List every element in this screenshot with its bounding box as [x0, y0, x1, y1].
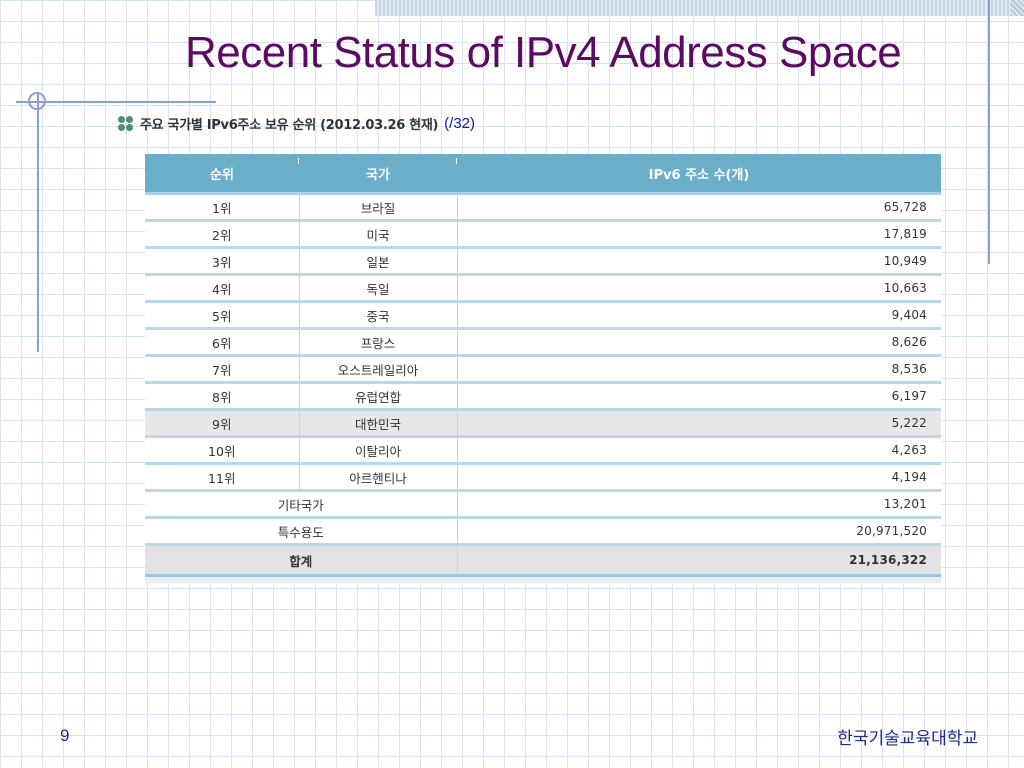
- slide-number: 9: [60, 726, 70, 745]
- decorative-vertical-line: [37, 92, 39, 352]
- cell-rank: 9위: [145, 409, 300, 438]
- cell-rank: 3위: [145, 247, 300, 276]
- cell-count: 65,728: [457, 193, 941, 222]
- corner-pattern: [1010, 0, 1024, 16]
- footer-institution: 한국기술교육대학교: [837, 729, 978, 749]
- cell-count: 13,201: [457, 490, 941, 519]
- table-row-other: 기타국가 13,201: [145, 490, 941, 519]
- header-rank: 순위: [145, 154, 299, 195]
- cell-country: 미국: [299, 220, 458, 249]
- caption-text: 주요 국가별 IPv6주소 보유 순위 (2012.03.26 현재): [140, 118, 439, 133]
- cell-country: 대한민국: [299, 409, 458, 438]
- header-count: IPv6 주소 수(개): [457, 154, 941, 195]
- cell-rank: 4위: [145, 274, 300, 303]
- cell-count: 8,626: [457, 328, 941, 357]
- table-row: 7위 오스트레일리아 8,536: [145, 355, 941, 384]
- ipv6-ranking-table: 순위 국가 IPv6 주소 수(개) 1위 브라질 65,728 2위 미국 17,819…: [145, 154, 941, 577]
- table-row: 6위 프랑스 8,626: [145, 328, 941, 357]
- table-row: 3위 일본 10,949: [145, 247, 941, 276]
- cell-country: 이탈리아: [299, 436, 458, 465]
- cell-country: 유럽연합: [299, 382, 458, 411]
- cell-count: 10,663: [457, 274, 941, 303]
- decorative-circle-icon: [28, 92, 46, 110]
- cell-label: 특수용도: [145, 517, 458, 546]
- slide-title: Recent Status of IPv4 Address Space: [185, 28, 902, 77]
- cell-country: 브라질: [299, 193, 458, 222]
- cell-count: 20,971,520: [457, 517, 941, 546]
- table-header-row: 순위 국가 IPv6 주소 수(개): [145, 154, 941, 195]
- cell-country: 프랑스: [299, 328, 458, 357]
- cell-count: 8,536: [457, 355, 941, 384]
- top-decorative-band: [375, 0, 1010, 16]
- cell-rank: 10위: [145, 436, 300, 465]
- cell-rank: 5위: [145, 301, 300, 330]
- table-row: 1위 브라질 65,728: [145, 193, 941, 222]
- cell-rank: 11위: [145, 463, 300, 492]
- table-row: 4위 독일 10,663: [145, 274, 941, 303]
- table-row: 2위 미국 17,819: [145, 220, 941, 249]
- cell-count: 6,197: [457, 382, 941, 411]
- table-row-total: 합계 21,136,322: [145, 544, 941, 574]
- table-row: 5위 중국 9,404: [145, 301, 941, 330]
- caption-unit: (/32): [444, 115, 475, 132]
- table-row: 9위 대한민국 5,222: [145, 409, 941, 438]
- table-row: 10위 이탈리아 4,263: [145, 436, 941, 465]
- cell-count: 9,404: [457, 301, 941, 330]
- cell-rank: 6위: [145, 328, 300, 357]
- clover-icon: [118, 115, 134, 132]
- decorative-right-vertical-line: [988, 0, 990, 264]
- cell-country: 아르헨티나: [299, 463, 458, 492]
- cell-count: 21,136,322: [457, 544, 941, 574]
- cell-count: 10,949: [457, 247, 941, 276]
- table-row-special: 특수용도 20,971,520: [145, 517, 941, 546]
- cell-country: 일본: [299, 247, 458, 276]
- cell-label: 기타국가: [145, 490, 458, 519]
- cell-country: 독일: [299, 274, 458, 303]
- decorative-horizontal-line: [16, 101, 216, 103]
- cell-country: 중국: [299, 301, 458, 330]
- cell-count: 4,263: [457, 436, 941, 465]
- header-country: 국가: [299, 154, 457, 195]
- cell-rank: 2위: [145, 220, 300, 249]
- table-caption: 주요 국가별 IPv6주소 보유 순위 (2012.03.26 현재) (/32…: [118, 114, 475, 133]
- cell-rank: 8위: [145, 382, 300, 411]
- cell-count: 5,222: [457, 409, 941, 438]
- cell-count: 4,194: [457, 463, 941, 492]
- table-row: 8위 유럽연합 6,197: [145, 382, 941, 411]
- cell-label: 합계: [145, 544, 458, 574]
- cell-count: 17,819: [457, 220, 941, 249]
- table-row: 11위 아르헨티나 4,194: [145, 463, 941, 492]
- cell-rank: 7위: [145, 355, 300, 384]
- cell-country: 오스트레일리아: [299, 355, 458, 384]
- cell-rank: 1위: [145, 193, 300, 222]
